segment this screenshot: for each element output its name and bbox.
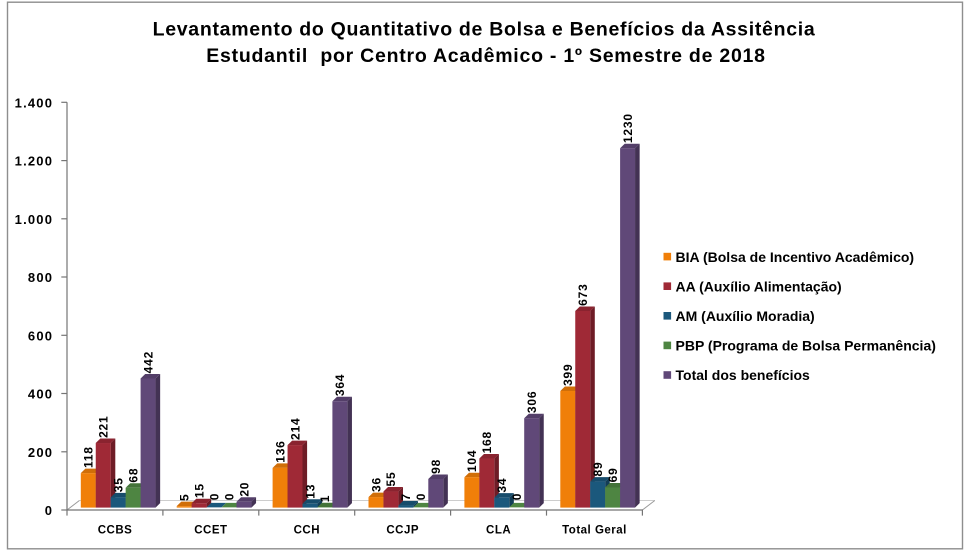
svg-text:1.400: 1.400 bbox=[15, 95, 54, 110]
svg-text:5: 5 bbox=[177, 494, 191, 501]
svg-text:AA (Auxílio Alimentação): AA (Auxílio Alimentação) bbox=[676, 278, 842, 294]
svg-text:13: 13 bbox=[303, 484, 317, 499]
svg-text:1230: 1230 bbox=[621, 113, 635, 143]
svg-text:7: 7 bbox=[399, 493, 413, 500]
svg-text:214: 214 bbox=[288, 418, 302, 440]
svg-text:CCBS: CCBS bbox=[98, 524, 133, 536]
svg-text:168: 168 bbox=[480, 431, 494, 453]
svg-text:35: 35 bbox=[111, 477, 125, 492]
svg-text:0: 0 bbox=[45, 503, 53, 518]
svg-text:89: 89 bbox=[591, 462, 605, 477]
svg-text:CLA: CLA bbox=[486, 524, 511, 536]
svg-text:34: 34 bbox=[495, 478, 509, 493]
svg-text:0: 0 bbox=[222, 493, 236, 500]
svg-text:15: 15 bbox=[192, 483, 206, 498]
svg-text:68: 68 bbox=[126, 468, 140, 483]
svg-text:AM (Auxílio Moradia): AM (Auxílio Moradia) bbox=[676, 308, 815, 324]
svg-text:364: 364 bbox=[333, 374, 347, 396]
svg-text:BIA (Bolsa de Incentivo Acadêm: BIA (Bolsa de Incentivo Acadêmico) bbox=[676, 249, 915, 265]
svg-text:55: 55 bbox=[384, 471, 398, 486]
svg-text:36: 36 bbox=[369, 477, 383, 492]
svg-text:1.000: 1.000 bbox=[15, 212, 54, 227]
svg-text:98: 98 bbox=[429, 459, 443, 474]
svg-text:0: 0 bbox=[207, 493, 221, 500]
svg-text:0: 0 bbox=[414, 493, 428, 500]
svg-text:69: 69 bbox=[606, 467, 620, 482]
svg-text:442: 442 bbox=[141, 351, 155, 373]
svg-text:136: 136 bbox=[273, 440, 287, 462]
svg-text:1: 1 bbox=[318, 495, 332, 502]
svg-text:Levantamento do Quantitativo d: Levantamento do Quantitativo de Bolsa e … bbox=[153, 19, 816, 41]
svg-text:20: 20 bbox=[237, 482, 251, 497]
svg-text:Total Geral: Total Geral bbox=[562, 524, 627, 536]
svg-text:800: 800 bbox=[28, 270, 53, 285]
svg-text:200: 200 bbox=[28, 445, 53, 460]
svg-text:Estudantil por Centro Acadêmi: Estudantil por Centro Acadêmico - 1º Sem… bbox=[206, 45, 765, 67]
svg-text:399: 399 bbox=[561, 363, 575, 385]
svg-text:400: 400 bbox=[28, 387, 53, 402]
svg-text:221: 221 bbox=[97, 415, 111, 437]
svg-text:Total dos benefícios: Total dos benefícios bbox=[676, 367, 811, 383]
svg-text:PBP (Programa de Bolsa Permanê: PBP (Programa de Bolsa Permanência) bbox=[676, 338, 936, 354]
svg-text:CCH: CCH bbox=[294, 524, 320, 536]
svg-text:0: 0 bbox=[510, 493, 524, 500]
svg-text:CCJP: CCJP bbox=[386, 524, 419, 536]
svg-text:118: 118 bbox=[82, 446, 96, 468]
svg-text:306: 306 bbox=[525, 391, 539, 413]
svg-text:673: 673 bbox=[576, 283, 590, 305]
svg-text:600: 600 bbox=[28, 328, 53, 343]
svg-text:104: 104 bbox=[465, 450, 479, 472]
svg-text:1.200: 1.200 bbox=[15, 154, 54, 169]
svg-text:CCET: CCET bbox=[194, 524, 227, 536]
